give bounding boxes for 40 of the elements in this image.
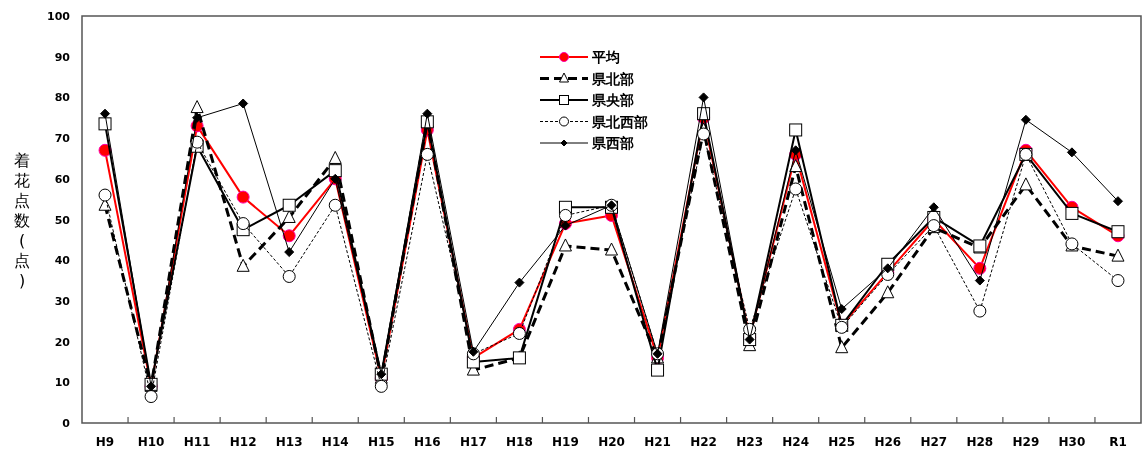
y-tick-label: 10 (54, 376, 71, 390)
x-tick-label: H9 (95, 435, 115, 449)
legend-label: 平均 (591, 49, 620, 65)
x-tick-label: H14 (321, 435, 349, 449)
y-tick-label: 40 (54, 254, 71, 268)
x-tick-label: H30 (1058, 435, 1086, 449)
y-tick-label: 80 (54, 91, 71, 105)
x-tick-label: H21 (644, 435, 671, 449)
y-tick-label: 100 (47, 10, 71, 23)
x-tick-label: H28 (966, 435, 994, 449)
x-tick-label: H15 (367, 435, 395, 449)
x-tick-label: H12 (229, 435, 257, 449)
x-tick-label: H16 (413, 435, 441, 449)
x-tick-label: H11 (183, 435, 211, 449)
x-tick-label: H18 (506, 435, 533, 449)
x-tick-label: R1 (1109, 435, 1127, 449)
legend-label: 県北西部 (591, 113, 648, 130)
y-tick-label: 70 (54, 132, 71, 146)
x-tick-label: H20 (598, 435, 625, 449)
x-tick-label: H24 (782, 435, 810, 449)
y-tick-label: 20 (54, 335, 71, 349)
y-tick-label: 30 (54, 294, 71, 308)
y-tick-label: 90 (54, 50, 71, 64)
x-tick-label: H13 (275, 435, 303, 449)
x-tick-label: H27 (920, 435, 948, 449)
x-tick-label: H25 (828, 435, 856, 449)
x-tick-label: H26 (874, 435, 902, 449)
x-tick-label: H22 (690, 435, 717, 449)
y-tick-label: 0 (62, 417, 71, 430)
x-tick-label: H10 (137, 435, 165, 449)
x-tick-label: H29 (1012, 435, 1040, 449)
x-tick-label: H17 (459, 435, 487, 449)
legend-label: 県央部 (591, 92, 634, 108)
y-tick-label: 50 (54, 213, 71, 227)
x-tick-label: H23 (736, 435, 764, 449)
legend-label: 県北部 (591, 70, 634, 87)
y-tick-label: 60 (54, 172, 71, 186)
x-tick-label: H19 (552, 435, 579, 449)
legend-label: 県西部 (591, 135, 634, 151)
y-axis-title: 着花点数(点) (14, 150, 30, 290)
